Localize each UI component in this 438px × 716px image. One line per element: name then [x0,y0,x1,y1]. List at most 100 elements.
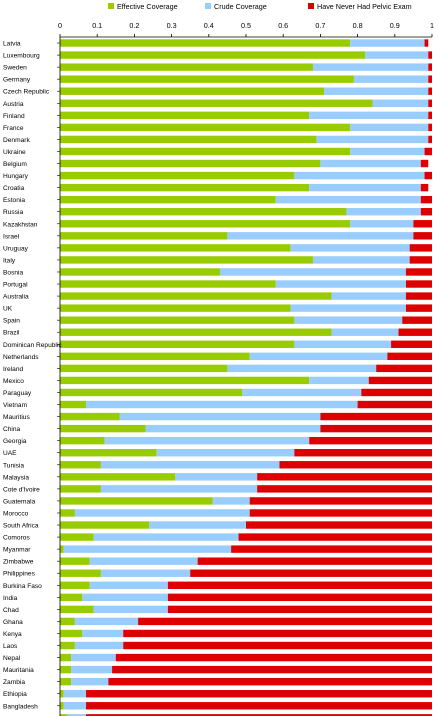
bar-segment-have-never-had-pelvic-exam [167,593,432,602]
bar-segment-effective-coverage [60,232,228,240]
bar-segment-have-never-had-pelvic-exam [428,63,432,71]
y-tick-label: Spain [3,318,20,325]
legend-item-effective-coverage: Effective Coverage [108,2,178,11]
bar-segment-effective-coverage [60,400,87,409]
bar-segment-have-never-had-pelvic-exam [428,51,432,59]
bar-segment-crude-coverage [309,376,369,385]
bar-row-chad [60,605,432,614]
bar-segment-crude-coverage [350,123,429,132]
bar-segment-crude-coverage [149,521,246,529]
bar-row-cote-d-ivoire [60,485,432,493]
bar-row-australia [60,292,432,300]
bar-segment-effective-coverage [60,702,64,710]
bar-row-uruguay [60,244,432,252]
bar-segment-have-never-had-pelvic-exam [405,268,432,276]
bar-row-austria [60,99,432,107]
bar-row-myanmar [60,545,432,553]
legend-label: Have Never Had Pelvic Exam [317,2,412,11]
bar-row-ireland [60,364,432,373]
y-tick-label: Germany [3,77,31,84]
bar-segment-effective-coverage [60,617,75,626]
bar-segment-crude-coverage [227,364,377,373]
y-tick-label: Brazil [3,330,20,337]
bar-segment-crude-coverage [365,51,429,59]
bar-row-mexico [60,376,432,385]
bar-row-paraguay [60,388,432,397]
bar-segment-crude-coverage [331,328,399,336]
bar-segment-crude-coverage [275,280,406,288]
bar-row-kazakhstan [60,220,432,228]
bar-segment-crude-coverage [350,220,414,228]
y-tick-label: Bangladesh [3,703,38,710]
y-tick-label: Nepal [3,655,21,662]
bar-segment-have-never-had-pelvic-exam [357,400,432,409]
bar-segment-effective-coverage [60,714,68,716]
bar-segment-crude-coverage [353,75,429,83]
bar-segment-crude-coverage [89,581,168,589]
bar-segment-have-never-had-pelvic-exam [428,135,432,144]
bar-segment-have-never-had-pelvic-exam [309,436,432,445]
bar-segment-crude-coverage [290,244,410,252]
bar-segment-effective-coverage [60,99,373,107]
bar-segment-effective-coverage [60,497,213,505]
bar-segment-effective-coverage [60,690,64,698]
x-tick-label: 0.1 [92,21,102,30]
bar-segment-crude-coverage [71,665,113,674]
y-tick-label: UK [3,306,13,313]
y-tick-label: Luxembourg [3,53,40,60]
bar-row-croatia [60,183,429,192]
y-tick-label: Ethiopia [3,691,27,698]
y-tick-label: Latvia [3,41,21,48]
x-tick-label: 0.5 [241,21,251,30]
y-tick-label: Ukraine [3,149,26,156]
bar-row-uk [60,304,432,312]
y-tick-label: Myanmar [3,547,31,554]
bar-segment-crude-coverage [290,304,406,312]
y-tick-label: Belgium [3,161,27,168]
bar-segment-crude-coverage [71,677,109,686]
bar-segment-have-never-had-pelvic-exam [413,220,432,228]
bar-row-estonia [60,195,432,204]
bar-segment-effective-coverage [60,51,366,59]
bar-segment-have-never-had-pelvic-exam [138,617,432,626]
bar-row-spain [60,316,432,324]
chart-legend: Effective Coverage Crude Coverage Have Nev… [108,2,412,11]
y-tick-label: Estonia [3,197,25,204]
y-tick-label: Mauritania [3,667,34,674]
bar-segment-have-never-had-pelvic-exam [167,605,432,614]
bar-segment-have-never-had-pelvic-exam [420,159,429,168]
bar-segment-have-never-had-pelvic-exam [428,99,432,107]
bar-row-ethiopia [60,690,432,698]
bar-row-germany [60,75,432,83]
y-tick-label: Cote d'Ivoire [3,486,40,493]
x-tick-label: 0 [58,21,62,30]
bar-segment-crude-coverage [331,292,406,300]
y-tick-label: Philippines [3,571,36,578]
bar-segment-effective-coverage [60,424,146,433]
bar-segment-have-never-had-pelvic-exam [249,509,432,517]
bar-segment-have-never-had-pelvic-exam [86,702,432,710]
bar-segment-effective-coverage [60,473,176,481]
bar-segment-effective-coverage [60,256,313,264]
bar-row-luxembourg [60,51,432,59]
bar-segment-effective-coverage [60,111,310,120]
bar-segment-crude-coverage [275,195,421,204]
bar-row-denmark [60,135,432,144]
x-axis: 0 0.1 0.2 0.3 0.4 0.5 0.6 0.7 0.8 0.9 1 [58,21,434,38]
bar-segment-crude-coverage [346,208,421,216]
bar-row-italy [60,256,432,264]
bar-segment-crude-coverage [71,653,116,662]
bar-segment-crude-coverage [294,171,425,180]
bar-segment-effective-coverage [60,605,94,614]
bar-segment-crude-coverage [175,473,258,481]
y-tick-label: Comoros [3,535,30,542]
bar-segment-have-never-had-pelvic-exam [424,171,432,180]
y-tick-label: Netherlands [3,354,39,361]
bar-segment-have-never-had-pelvic-exam [428,75,432,83]
bar-segment-have-never-had-pelvic-exam [361,388,432,397]
bar-segment-have-never-had-pelvic-exam [420,208,432,216]
y-tick-label: Uruguay [3,245,29,252]
bar-segment-have-never-had-pelvic-exam [115,653,433,662]
y-tick-label: Portugal [3,282,28,289]
